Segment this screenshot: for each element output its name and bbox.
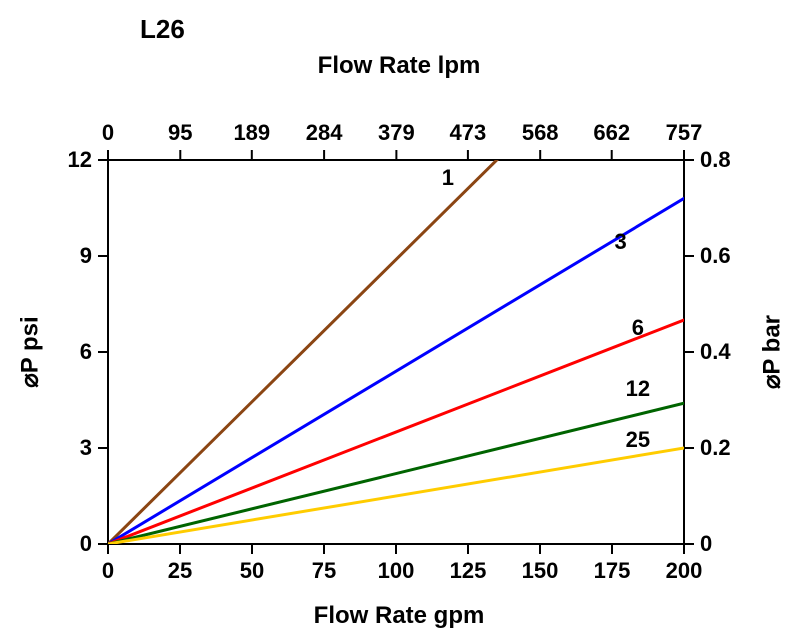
series-label-25: 25 xyxy=(626,427,650,453)
tick-label: 0.2 xyxy=(700,435,731,461)
tick-label: 0.6 xyxy=(700,243,731,269)
tick-label: 95 xyxy=(168,120,192,146)
tick-label: 189 xyxy=(233,120,270,146)
tick-label: 75 xyxy=(312,558,336,584)
tick-label: 0 xyxy=(102,120,114,146)
tick-label: 0 xyxy=(700,531,712,557)
tick-label: 662 xyxy=(593,120,630,146)
tick-label: 125 xyxy=(450,558,487,584)
series-line-6 xyxy=(0,0,798,642)
tick-label: 0 xyxy=(102,558,114,584)
series-label-3: 3 xyxy=(615,229,627,255)
tick-label: 25 xyxy=(168,558,192,584)
tick-label: 0.4 xyxy=(700,339,731,365)
tick-label: 3 xyxy=(80,435,92,461)
tick-label: 6 xyxy=(80,339,92,365)
tick-label: 379 xyxy=(378,120,415,146)
tick-label: 0 xyxy=(80,531,92,557)
tick-label: 50 xyxy=(240,558,264,584)
series-label-12: 12 xyxy=(626,376,650,402)
tick-label: 200 xyxy=(666,558,703,584)
tick-label: 9 xyxy=(80,243,92,269)
tick-label: 0.8 xyxy=(700,147,731,173)
tick-label: 100 xyxy=(378,558,415,584)
chart-svg xyxy=(0,0,798,642)
series-label-6: 6 xyxy=(632,315,644,341)
chart-container: { "chart": { "type": "line", "title": "L… xyxy=(0,0,798,642)
tick-label: 175 xyxy=(594,558,631,584)
tick-label: 473 xyxy=(450,120,487,146)
tick-label: 284 xyxy=(306,120,343,146)
series-label-1: 1 xyxy=(442,165,454,191)
tick-label: 150 xyxy=(522,558,559,584)
tick-label: 568 xyxy=(522,120,559,146)
tick-label: 757 xyxy=(666,120,703,146)
tick-label: 12 xyxy=(68,147,92,173)
